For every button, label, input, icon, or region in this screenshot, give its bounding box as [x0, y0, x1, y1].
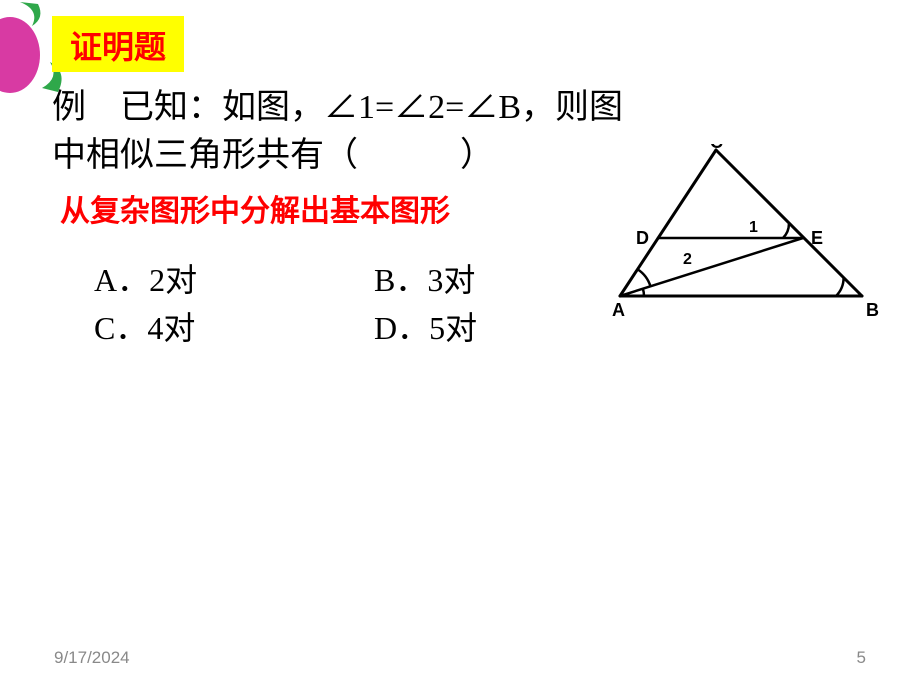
question-text: 例 已知：如图，∠1=∠2=∠B，则图 中相似三角形共有（ ） — [52, 84, 860, 179]
question-line-1: 例 已知：如图，∠1=∠2=∠B，则图 — [52, 89, 623, 126]
svg-text:A: A — [612, 300, 625, 320]
section-title-box: 证明题 — [52, 16, 184, 72]
options-block: A．2对 B．3对 C．4对 D．5对 — [94, 256, 477, 352]
question-line-2: 中相似三角形共有（ ） — [52, 137, 494, 174]
section-title: 证明题 — [70, 29, 166, 65]
svg-text:1: 1 — [749, 219, 758, 236]
option-a: A．2对 — [94, 256, 374, 304]
svg-text:B: B — [866, 300, 879, 320]
svg-text:2: 2 — [683, 251, 692, 268]
hint-text: 从复杂图形中分解出基本图形 — [60, 186, 450, 230]
option-d: D．5对 — [374, 304, 477, 352]
option-b: B．3对 — [374, 256, 475, 304]
svg-text:E: E — [811, 228, 823, 248]
option-c: C．4对 — [94, 304, 374, 352]
footer-page-number: 5 — [857, 648, 866, 668]
footer-date: 9/17/2024 — [54, 648, 130, 668]
svg-text:D: D — [636, 228, 649, 248]
